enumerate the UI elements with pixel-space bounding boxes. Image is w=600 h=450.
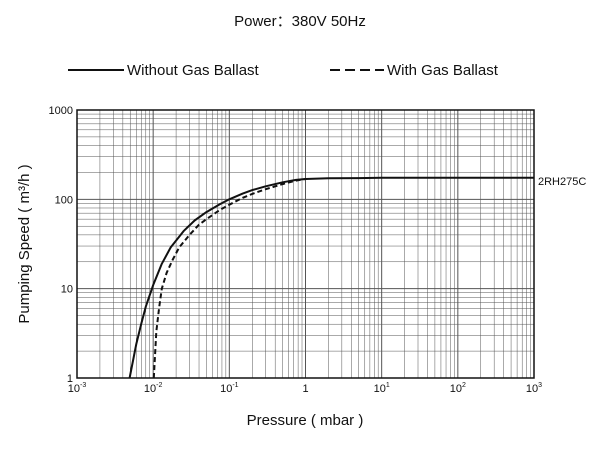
y-axis-label: Pumping Speed ( m³/h ) (16, 164, 33, 323)
x-tick-label: 1 (302, 383, 308, 395)
x-tick-label: 10-3 (68, 382, 87, 395)
plot-series (128, 176, 534, 379)
legend: Without Gas Ballast With Gas Ballast (68, 62, 499, 79)
y-axis-ticks: 1 10 100 1000 (49, 105, 73, 385)
y-tick-label: 10 (61, 284, 73, 296)
x-tick-label: 10-1 (220, 382, 239, 395)
chart-title: Power：380V 50Hz (234, 13, 366, 30)
x-tick-label: 10-2 (144, 382, 163, 395)
x-axis-ticks: 10-3 10-2 10-1 1 101 102 103 (68, 382, 542, 395)
series-line-without-gas-ballast (128, 176, 534, 379)
y-tick-label: 1000 (49, 105, 73, 117)
x-tick-label: 102 (450, 382, 466, 395)
x-tick-label: 101 (374, 382, 390, 395)
plot-frame (76, 109, 535, 379)
plot-grid (76, 110, 534, 379)
series-line-with-gas-ballast (152, 178, 306, 379)
y-tick-label: 100 (55, 194, 73, 206)
legend-label-with-gas-ballast: With Gas Ballast (387, 62, 499, 79)
x-tick-label: 103 (526, 382, 542, 395)
legend-label-without-gas-ballast: Without Gas Ballast (127, 62, 260, 79)
y-tick-label: 1 (67, 373, 73, 385)
x-axis-label: Pressure ( mbar ) (247, 412, 364, 429)
curve-model-label: 2RH275C (538, 176, 586, 188)
